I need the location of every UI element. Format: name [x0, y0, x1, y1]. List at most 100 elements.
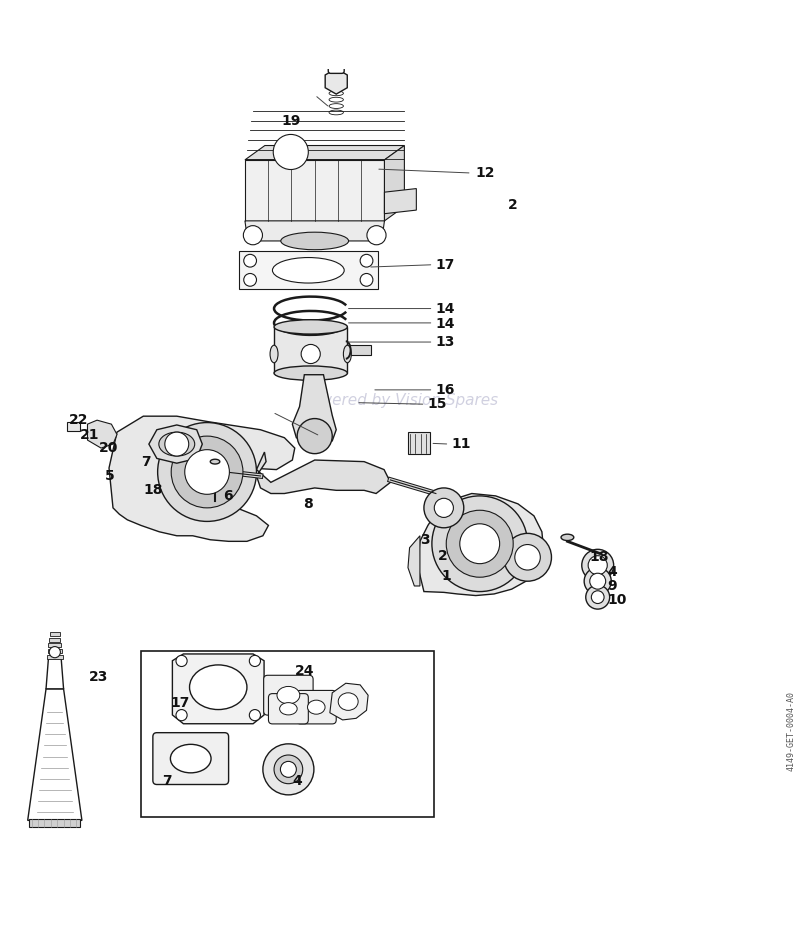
Ellipse shape	[561, 534, 574, 541]
Polygon shape	[330, 683, 368, 720]
Polygon shape	[28, 689, 82, 820]
Text: 8: 8	[302, 497, 313, 511]
Circle shape	[360, 273, 373, 286]
Circle shape	[590, 573, 606, 589]
Polygon shape	[172, 654, 264, 724]
Text: 22: 22	[69, 413, 89, 427]
Circle shape	[588, 556, 607, 575]
Text: 4: 4	[607, 564, 617, 578]
Ellipse shape	[170, 744, 211, 773]
Ellipse shape	[281, 232, 349, 250]
Circle shape	[50, 647, 60, 658]
Text: 12: 12	[476, 166, 495, 180]
Ellipse shape	[274, 366, 347, 380]
Text: 13: 13	[436, 335, 455, 349]
Ellipse shape	[329, 110, 343, 115]
Bar	[30, 819, 80, 826]
Circle shape	[250, 655, 261, 666]
Text: 14: 14	[436, 317, 455, 331]
Bar	[47, 654, 62, 659]
Text: 4: 4	[292, 773, 302, 787]
Ellipse shape	[273, 257, 344, 283]
Polygon shape	[46, 659, 63, 689]
Circle shape	[176, 655, 187, 666]
Polygon shape	[325, 68, 347, 95]
Circle shape	[360, 255, 373, 267]
Polygon shape	[245, 160, 385, 221]
Circle shape	[165, 432, 189, 456]
Text: 3: 3	[420, 533, 430, 547]
Circle shape	[432, 496, 527, 592]
Bar	[49, 643, 61, 648]
Circle shape	[515, 545, 540, 570]
Bar	[274, 327, 347, 373]
Circle shape	[185, 449, 230, 494]
Ellipse shape	[338, 693, 358, 710]
Circle shape	[274, 135, 308, 169]
Ellipse shape	[329, 84, 343, 89]
Ellipse shape	[270, 345, 278, 363]
Circle shape	[274, 755, 302, 783]
Circle shape	[158, 422, 257, 521]
Ellipse shape	[307, 700, 325, 714]
Text: 23: 23	[89, 670, 109, 684]
Text: 5: 5	[105, 469, 114, 483]
Circle shape	[250, 709, 261, 721]
Circle shape	[244, 255, 257, 267]
Ellipse shape	[210, 460, 220, 464]
FancyBboxPatch shape	[328, 45, 344, 73]
Circle shape	[176, 709, 187, 721]
Ellipse shape	[343, 345, 351, 363]
Circle shape	[281, 761, 296, 777]
Text: 14: 14	[436, 301, 455, 315]
Polygon shape	[257, 452, 390, 493]
Text: Powered by Vision Spares: Powered by Vision Spares	[302, 393, 498, 408]
Ellipse shape	[159, 432, 194, 456]
Circle shape	[424, 488, 464, 528]
FancyBboxPatch shape	[264, 675, 313, 715]
Text: 2: 2	[508, 197, 518, 212]
Text: 10: 10	[607, 593, 626, 607]
Circle shape	[460, 524, 500, 563]
Circle shape	[263, 744, 314, 795]
Text: 17: 17	[170, 696, 190, 710]
Polygon shape	[385, 145, 404, 221]
Ellipse shape	[329, 91, 343, 95]
Text: 18: 18	[590, 550, 610, 564]
Text: 1: 1	[442, 569, 451, 582]
Bar	[50, 637, 60, 642]
Circle shape	[446, 510, 514, 578]
Text: 19: 19	[281, 114, 300, 128]
Circle shape	[434, 498, 454, 518]
Polygon shape	[245, 221, 385, 241]
Circle shape	[244, 273, 257, 286]
Circle shape	[591, 591, 604, 604]
FancyBboxPatch shape	[153, 733, 229, 784]
Polygon shape	[109, 417, 294, 541]
Text: 11: 11	[452, 437, 471, 451]
Ellipse shape	[329, 97, 343, 102]
Text: 9: 9	[607, 579, 617, 593]
Text: 17: 17	[436, 257, 455, 271]
Text: 16: 16	[436, 383, 455, 397]
FancyBboxPatch shape	[296, 691, 336, 724]
Ellipse shape	[277, 686, 300, 704]
Circle shape	[367, 226, 386, 245]
Text: 4149-GET-0004-A0: 4149-GET-0004-A0	[786, 691, 795, 771]
Text: 6: 6	[223, 489, 233, 503]
Ellipse shape	[280, 703, 297, 715]
Bar	[348, 345, 370, 355]
Ellipse shape	[190, 665, 247, 709]
Bar	[238, 251, 378, 289]
Circle shape	[584, 567, 611, 594]
Text: 7: 7	[141, 455, 150, 469]
Text: 21: 21	[79, 428, 99, 442]
Bar	[50, 632, 59, 636]
Polygon shape	[408, 535, 420, 586]
Text: 24: 24	[294, 665, 314, 679]
Circle shape	[504, 534, 551, 581]
Polygon shape	[149, 425, 202, 463]
Bar	[48, 649, 62, 653]
Circle shape	[171, 436, 243, 508]
Polygon shape	[385, 188, 416, 213]
